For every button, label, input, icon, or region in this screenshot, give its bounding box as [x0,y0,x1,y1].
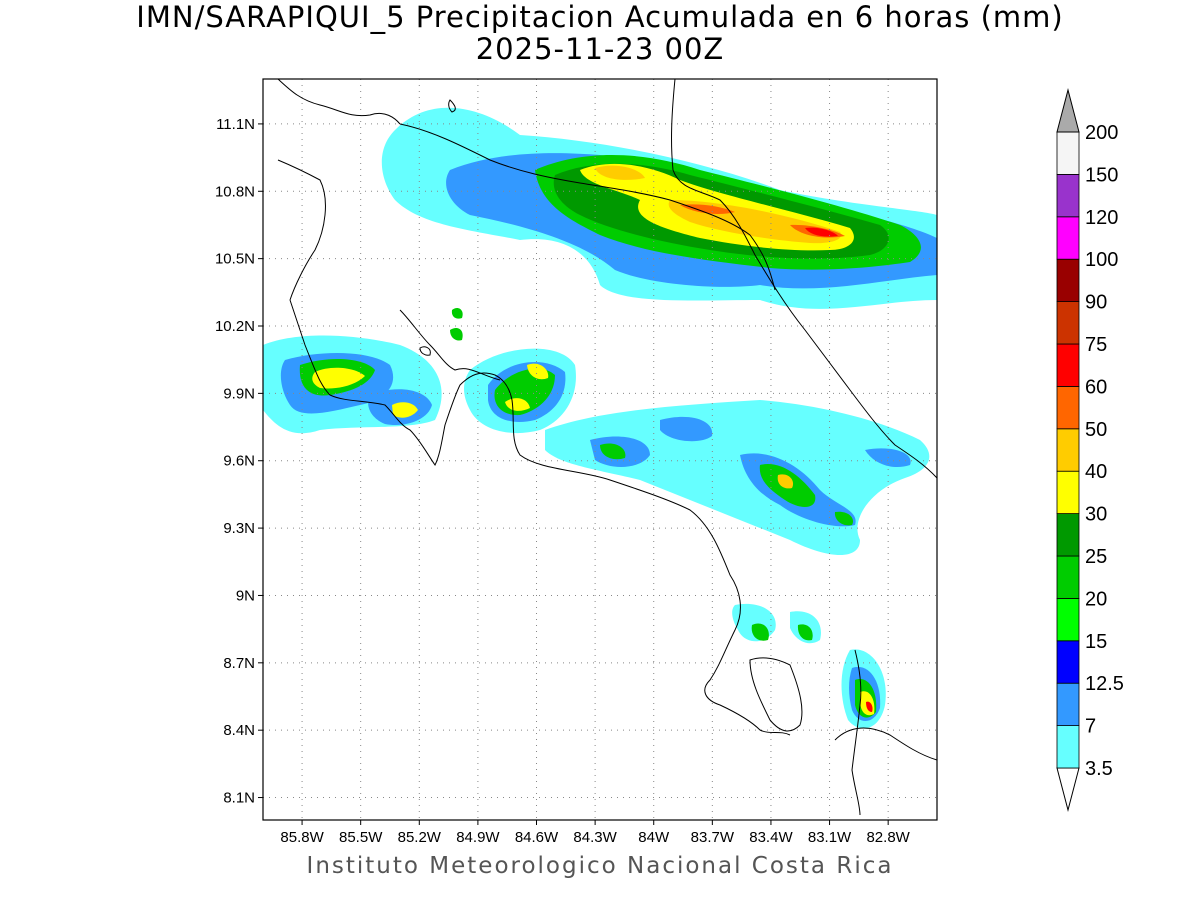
lon-tick-label: 85.2W [398,829,442,846]
colorbar-swatch [1056,301,1080,345]
precip-band-caribbean-green [600,443,854,526]
colorbar-level-label: 25 [1085,546,1107,568]
map-frame [262,78,938,821]
precip-band-caribbean-mid [590,416,911,527]
osa-peninsula [749,657,803,732]
lat-tick-label: 8.4N [223,722,255,739]
colorbar-max-arrow [1056,88,1080,133]
lat-tick-label: 10.5N [215,251,255,268]
colorbar-level-label: 20 [1085,588,1107,610]
lat-tick-label: 8.7N [223,655,255,672]
lon-tick-label: 84.6W [515,829,559,846]
colorbar-level-label: 40 [1085,461,1107,483]
colorbar-swatch [1056,640,1080,684]
colorbar-swatch [1056,343,1080,387]
nicoya-peninsula [399,309,501,381]
colorbar-swatch [1056,555,1080,599]
precip-cell-caribbean-core [777,474,794,489]
lat-tick-label: 8.1N [223,790,255,807]
colorbar-level-label: 7 [1085,716,1096,738]
precip-cell-small-a [450,307,463,341]
map-valid-time: 2025-11-23 00Z [475,32,725,66]
precip-cell-north-peak [805,227,838,237]
colorbar-level-label: 3.5 [1085,758,1113,780]
colorbar-level-label: 30 [1085,504,1107,526]
lat-tick-label: 9.6N [223,453,255,470]
precip-cell-nw-peak [312,367,365,389]
colorbar-swatch [1056,513,1080,557]
colorbar-swatch [1056,173,1080,218]
nicaragua-coast [277,79,401,301]
colorbar-level-label: 12.5 [1085,673,1124,695]
colorbar-level-label: 50 [1085,419,1107,441]
colorbar-swatch [1056,258,1080,303]
precipitation-colorbar: 3.5 7 12.5 15 20 25 30 40 50 60 75 90 100 120 150 200 [1056,88,1124,812]
coastlines [277,79,937,816]
precip-band-north-red [680,204,845,238]
lon-tick-label: 83.7W [691,829,735,846]
colorbar-level-label: 100 [1085,249,1118,271]
colorbar-swatch [1056,598,1080,642]
lake-nicaragua [448,99,456,113]
lon-tick-label: 84.9W [456,829,500,846]
lat-tick-label: 10.8N [215,183,255,200]
colorbar-level-label: 60 [1085,376,1107,398]
precip-cell-nicoya-core [392,402,418,418]
caribbean-coast [671,79,937,479]
colorbar-min-arrow [1056,767,1080,812]
pacific-coast-north [289,299,791,736]
precip-band-north-orange [595,165,841,244]
colorbar-level-label: 120 [1085,207,1118,229]
map-title: IMN/SARAPIQUI_5 Precipitacion Acumulada … [136,0,1064,34]
map-gridlines [263,79,937,820]
lon-tick-label: 82.8W [866,829,910,846]
colorbar-level-label: 150 [1085,164,1118,186]
colorbar-level-label: 75 [1085,334,1107,356]
colorbar-swatch [1056,131,1080,175]
colorbar-swatch [1056,385,1080,430]
colorbar-level-label: 90 [1085,292,1107,314]
precip-cell-osa-green [751,623,813,641]
panama-coast-south [834,727,937,761]
lon-tick-label: 85.8W [280,829,324,846]
lon-tick-label: 83.4W [749,829,793,846]
latitude-axis: 11.1N 10.8N 10.5N 10.2N 9.9N 9.6N 9.3N 9N 8.7N 8.… [215,116,263,807]
lat-tick-label: 9.9N [223,385,255,402]
panama-border [851,649,862,816]
lon-tick-label: 84.3W [573,829,617,846]
precipitation-field [263,107,937,729]
colorbar-level-label: 15 [1085,631,1107,653]
nicaragua-border [399,123,776,291]
longitude-axis: 85.8W 85.5W 85.2W 84.9W 84.6W 84.3W 84W 83.7W 83… [280,820,911,846]
lon-tick-label: 85.5W [339,829,383,846]
lat-tick-label: 9N [236,587,255,604]
colorbar-swatch [1056,216,1080,260]
colorbar-level-label: 200 [1085,122,1118,144]
colorbar-swatch [1056,725,1080,769]
precip-cell-central-core [505,363,549,411]
lat-tick-label: 11.1N [216,116,255,133]
lon-tick-label: 83.1W [808,829,852,846]
colorbar-swatch [1056,682,1080,727]
colorbar-swatch [1056,428,1080,472]
lat-tick-label: 10.2N [215,318,255,335]
credit-line: Instituto Meteorologico Nacional Costa R… [306,853,894,879]
lat-tick-label: 9.3N [223,520,255,537]
precip-cell-southeast-peak [866,701,873,712]
lon-tick-label: 84W [638,829,670,846]
colorbar-swatch [1056,470,1080,515]
